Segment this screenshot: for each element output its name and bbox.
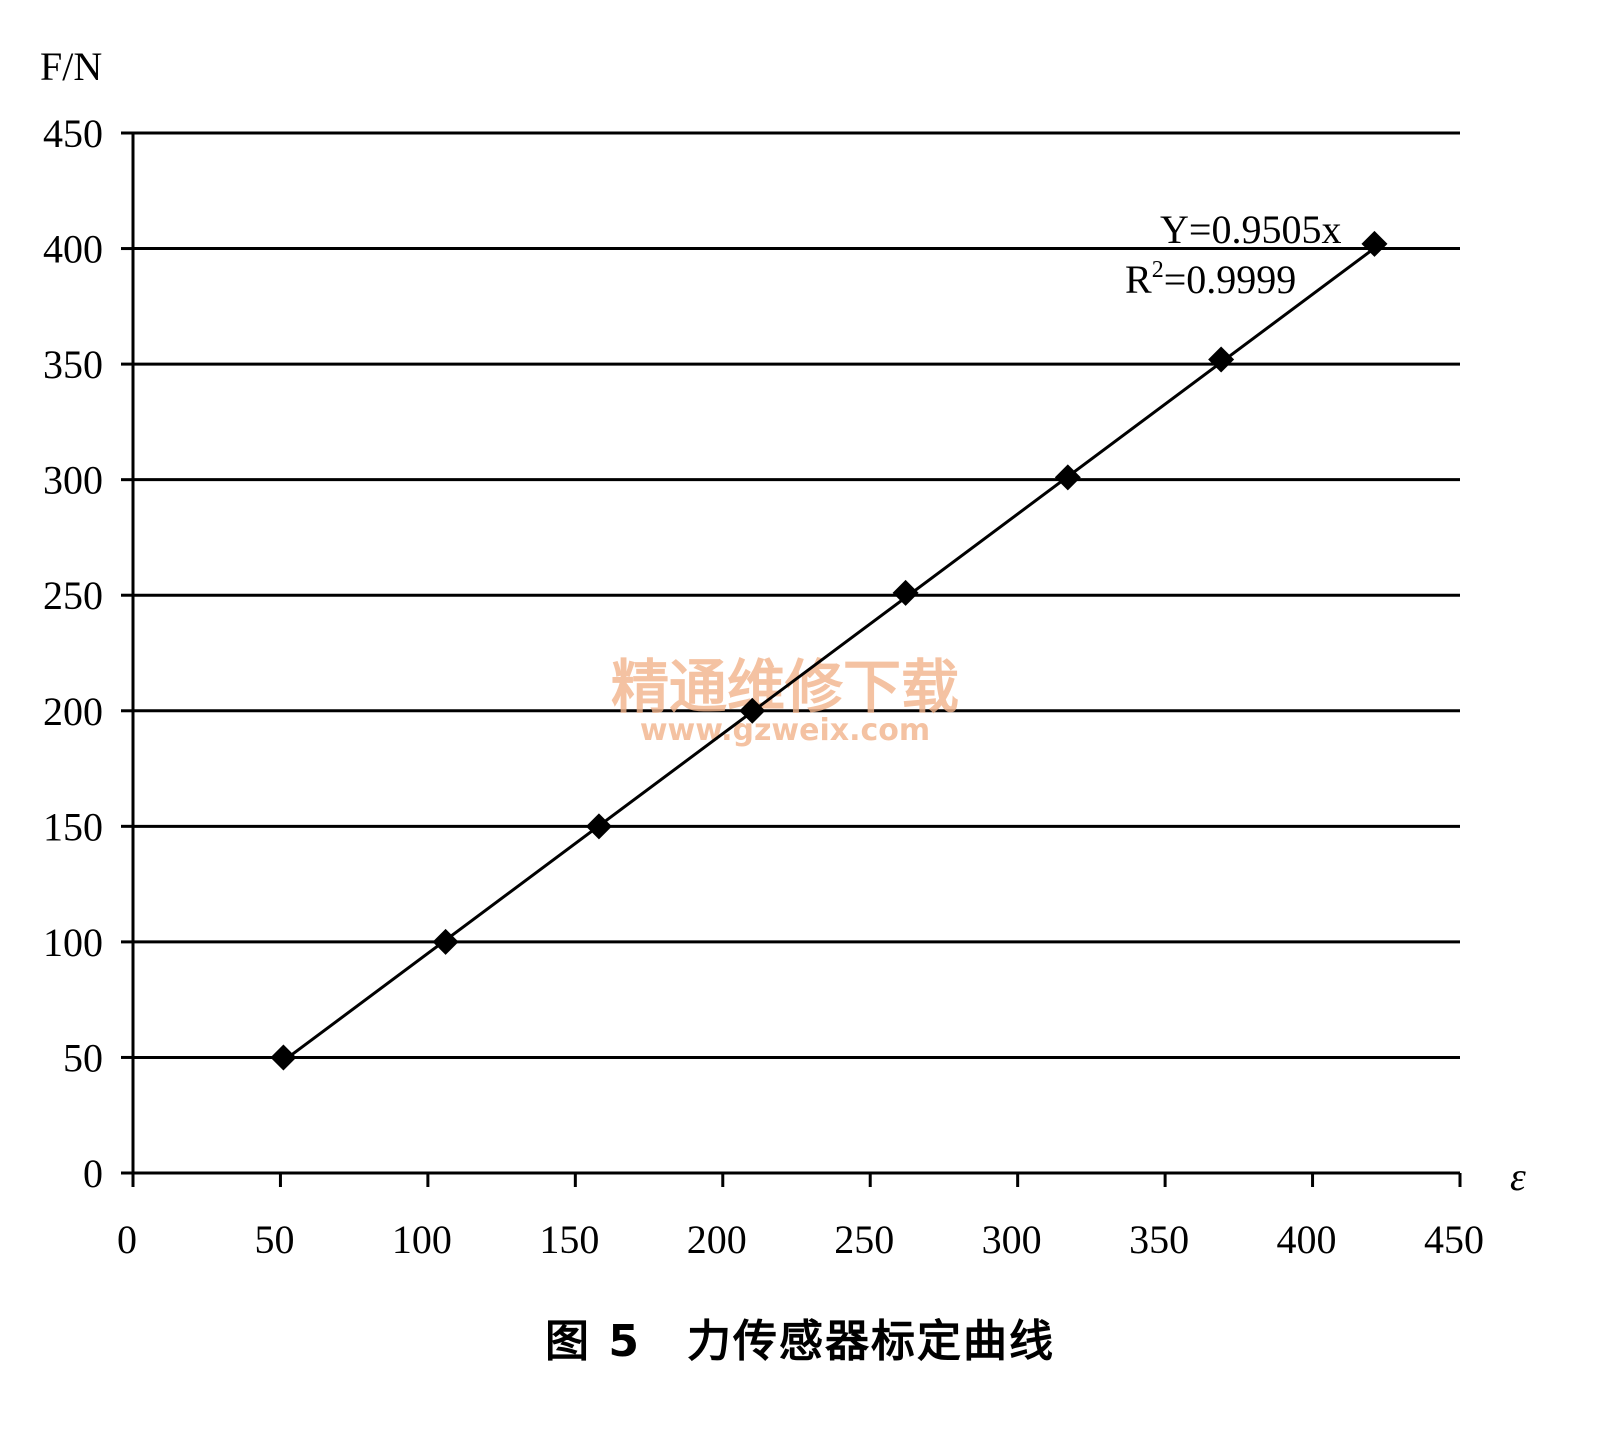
x-tick-label: 300 [982, 1217, 1042, 1262]
y-tick-label: 0 [83, 1151, 103, 1196]
y-tick-label: 200 [43, 689, 103, 734]
trend-line [282, 246, 1376, 1063]
x-tick-label: 150 [539, 1217, 599, 1262]
y-tick-label: 50 [63, 1035, 103, 1080]
y-tick-label: 400 [43, 227, 103, 272]
y-tick-label: 450 [43, 111, 103, 156]
equation-annotation: Y=0.9505x R2=0.9999 [1125, 207, 1341, 302]
y-tick-label: 300 [43, 458, 103, 503]
x-tick-label: 350 [1129, 1217, 1189, 1262]
y-axis-ticks: 0 50 100 150 200 250 300 350 400 450 [43, 111, 133, 1196]
data-point [739, 697, 766, 724]
data-point [1208, 346, 1235, 373]
y-tick-label: 100 [43, 920, 103, 965]
gridlines [133, 131, 1460, 1059]
data-point [270, 1044, 297, 1071]
data-series [270, 230, 1388, 1071]
figure-caption: 图 5 力传感器标定曲线 [545, 1316, 1055, 1367]
data-point [432, 928, 459, 955]
y-axis-unit: F/N [40, 44, 102, 89]
r-squared-superscript: 2 [1152, 257, 1164, 283]
x-tick-label: 50 [254, 1217, 294, 1262]
r-squared-prefix: R [1125, 257, 1152, 302]
r-squared-text: R2=0.9999 [1125, 257, 1296, 302]
axes [131, 133, 1460, 1185]
data-point [1054, 464, 1081, 491]
x-axis-ticks: 0 50 100 150 200 250 300 350 400 450 [117, 1173, 1484, 1262]
y-tick-label: 350 [43, 342, 103, 387]
x-tick-label: 250 [834, 1217, 894, 1262]
data-point [585, 813, 612, 840]
r-squared-value: =0.9999 [1164, 257, 1297, 302]
x-tick-label: 450 [1424, 1217, 1484, 1262]
x-tick-label: 0 [117, 1217, 137, 1262]
x-axis-unit: ε [1510, 1154, 1526, 1199]
watermark: 精通维修下载 www.gzweix.com [611, 653, 959, 748]
x-tick-label: 400 [1277, 1217, 1337, 1262]
x-tick-label: 100 [392, 1217, 452, 1262]
x-tick-label: 200 [687, 1217, 747, 1262]
equation-text: Y=0.9505x [1160, 207, 1341, 252]
calibration-chart: 0 50 100 150 200 250 300 350 400 450 0 50 100 150 200… [40, 44, 1526, 1262]
data-point [1361, 230, 1388, 257]
watermark-url: www.gzweix.com [640, 713, 930, 748]
data-point [892, 579, 919, 606]
y-tick-label: 150 [43, 804, 103, 849]
y-tick-label: 250 [43, 573, 103, 618]
